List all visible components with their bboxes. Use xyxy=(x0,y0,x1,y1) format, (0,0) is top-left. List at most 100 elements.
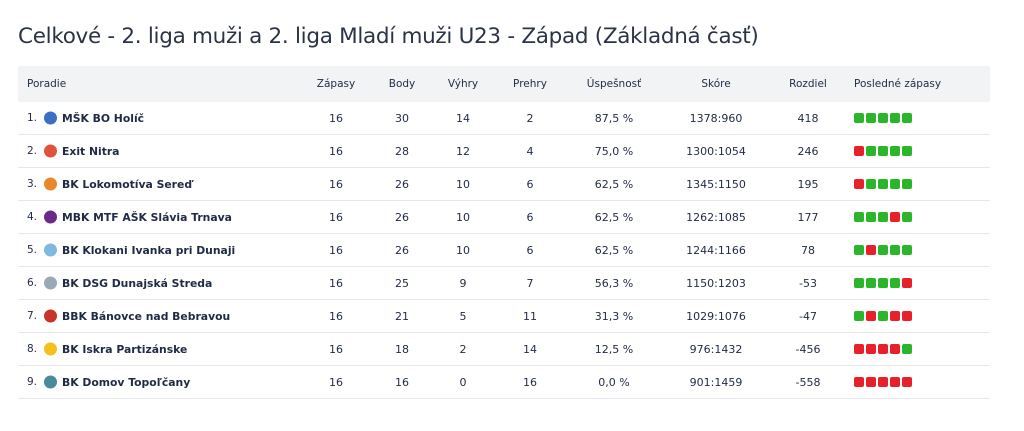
win-marker[interactable] xyxy=(866,146,876,156)
team-cell[interactable]: BK Klokani Ivanka pri Dunaji xyxy=(44,234,235,266)
table-row: 1. MŠK BO Holíč 16 30 14 2 87,5 % 1378:9… xyxy=(18,102,990,135)
win-marker[interactable] xyxy=(854,113,864,123)
header-matches[interactable]: Zápasy xyxy=(316,78,356,90)
win-marker[interactable] xyxy=(902,344,912,354)
header-success[interactable]: Úspešnosť xyxy=(586,78,642,90)
team-cell[interactable]: BK Domov Topoľčany xyxy=(44,366,190,398)
team-cell[interactable]: BK Lokomotíva Sereď xyxy=(44,168,192,200)
loss-marker[interactable] xyxy=(866,377,876,387)
win-marker[interactable] xyxy=(866,179,876,189)
win-marker[interactable] xyxy=(866,278,876,288)
losses: 6 xyxy=(526,177,534,191)
header-losses[interactable]: Prehry xyxy=(513,78,547,90)
form-indicator xyxy=(854,377,912,387)
loss-marker[interactable] xyxy=(866,344,876,354)
win-marker[interactable] xyxy=(854,212,864,222)
loss-marker[interactable] xyxy=(878,377,888,387)
success-rate: 56,3 % xyxy=(594,276,634,290)
form-indicator xyxy=(854,245,912,255)
score: 1150:1203 xyxy=(686,276,746,290)
ball-logo-icon xyxy=(44,309,57,323)
loss-marker[interactable] xyxy=(902,377,912,387)
loss-marker[interactable] xyxy=(890,311,900,321)
table-row: 2. Exit Nitra 16 28 12 4 75,0 % 1300:105… xyxy=(18,135,990,168)
loss-marker[interactable] xyxy=(854,377,864,387)
header-points[interactable]: Body xyxy=(388,78,416,90)
team-name[interactable]: BBK Bánovce nad Bebravou xyxy=(62,309,231,323)
losses: 14 xyxy=(523,342,537,356)
loss-marker[interactable] xyxy=(902,278,912,288)
loss-marker[interactable] xyxy=(890,344,900,354)
ball-logo-icon xyxy=(44,144,57,158)
win-marker[interactable] xyxy=(878,212,888,222)
team-name[interactable]: BK Klokani Ivanka pri Dunaji xyxy=(62,243,236,257)
win-marker[interactable] xyxy=(902,245,912,255)
win-marker[interactable] xyxy=(878,146,888,156)
point-difference: 177 xyxy=(797,210,819,224)
form-indicator xyxy=(854,311,912,321)
form-indicator xyxy=(854,113,912,123)
team-cell[interactable]: BK Iskra Partizánske xyxy=(44,333,187,365)
win-marker[interactable] xyxy=(866,212,876,222)
win-marker[interactable] xyxy=(902,179,912,189)
matches: 16 xyxy=(329,111,343,125)
wins: 12 xyxy=(456,144,470,158)
team-cell[interactable]: MŠK BO Holíč xyxy=(44,102,144,134)
rank: 2. xyxy=(27,145,38,157)
win-marker[interactable] xyxy=(854,311,864,321)
team-cell[interactable]: BBK Bánovce nad Bebravou xyxy=(44,300,230,332)
loss-marker[interactable] xyxy=(866,311,876,321)
loss-marker[interactable] xyxy=(890,212,900,222)
win-marker[interactable] xyxy=(878,179,888,189)
win-marker[interactable] xyxy=(902,212,912,222)
standings-table: Poradie Zápasy Body Výhry Prehry Úspešno… xyxy=(18,66,990,399)
win-marker[interactable] xyxy=(878,311,888,321)
win-marker[interactable] xyxy=(878,278,888,288)
loss-marker[interactable] xyxy=(890,377,900,387)
loss-marker[interactable] xyxy=(902,311,912,321)
last-matches xyxy=(854,366,912,398)
matches: 16 xyxy=(329,276,343,290)
header-diff[interactable]: Rozdiel xyxy=(789,78,827,90)
team-cell[interactable]: Exit Nitra xyxy=(44,135,119,167)
win-marker[interactable] xyxy=(854,245,864,255)
header-score[interactable]: Skóre xyxy=(701,78,731,90)
point-difference: 195 xyxy=(797,177,819,191)
loss-marker[interactable] xyxy=(866,245,876,255)
rank: 3. xyxy=(27,178,38,190)
win-marker[interactable] xyxy=(878,113,888,123)
form-indicator xyxy=(854,179,912,189)
win-marker[interactable] xyxy=(890,245,900,255)
table-row: 9. BK Domov Topoľčany 16 16 0 16 0,0 % 9… xyxy=(18,366,990,399)
team-name[interactable]: BK Domov Topoľčany xyxy=(62,375,191,389)
win-marker[interactable] xyxy=(890,278,900,288)
win-marker[interactable] xyxy=(902,113,912,123)
team-name[interactable]: BK Iskra Partizánske xyxy=(62,342,188,356)
team-name[interactable]: Exit Nitra xyxy=(62,144,120,158)
team-cell[interactable]: MBK MTF AŠK Slávia Trnava xyxy=(44,201,232,233)
win-marker[interactable] xyxy=(890,113,900,123)
win-marker[interactable] xyxy=(854,278,864,288)
score: 1244:1166 xyxy=(686,243,746,257)
win-marker[interactable] xyxy=(902,146,912,156)
win-marker[interactable] xyxy=(890,179,900,189)
header-wins[interactable]: Výhry xyxy=(447,78,479,90)
loss-marker[interactable] xyxy=(854,344,864,354)
team-name[interactable]: BK DSG Dunajská Streda xyxy=(62,276,213,290)
win-marker[interactable] xyxy=(866,113,876,123)
team-name[interactable]: MBK MTF AŠK Slávia Trnava xyxy=(62,210,232,224)
table-row: 6. BK DSG Dunajská Streda 16 25 9 7 56,3… xyxy=(18,267,990,300)
win-marker[interactable] xyxy=(890,146,900,156)
score: 1378:960 xyxy=(689,111,743,125)
point-difference: 418 xyxy=(797,111,819,125)
loss-marker[interactable] xyxy=(854,146,864,156)
team-name[interactable]: BK Lokomotíva Sereď xyxy=(62,177,193,191)
team-name[interactable]: MŠK BO Holíč xyxy=(62,111,145,125)
success-rate: 75,0 % xyxy=(594,144,634,158)
point-difference: -53 xyxy=(799,276,817,290)
win-marker[interactable] xyxy=(878,245,888,255)
loss-marker[interactable] xyxy=(854,179,864,189)
header-rank[interactable]: Poradie xyxy=(27,78,67,90)
team-cell[interactable]: BK DSG Dunajská Streda xyxy=(44,267,212,299)
loss-marker[interactable] xyxy=(878,344,888,354)
